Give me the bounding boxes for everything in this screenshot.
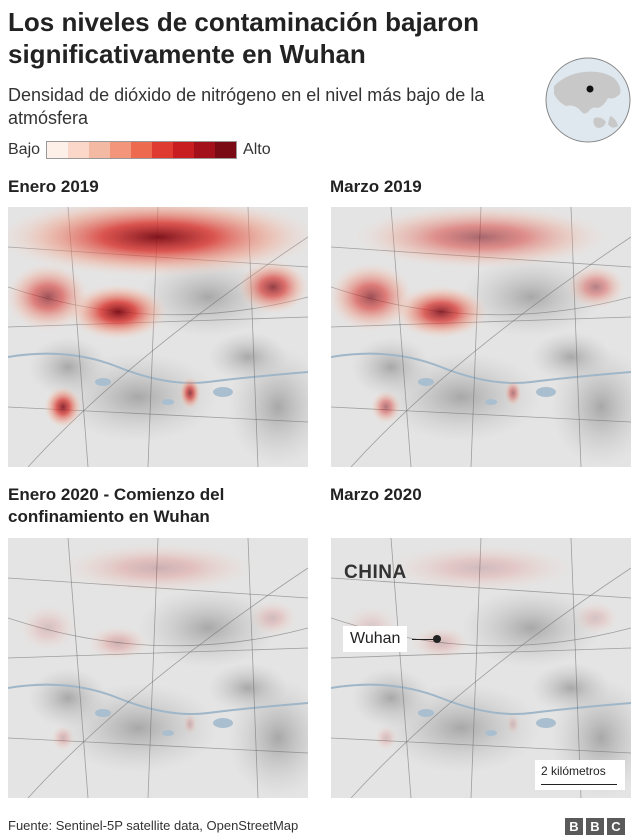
no2-hotspot xyxy=(393,285,489,339)
legend-swatch xyxy=(152,142,174,158)
lake xyxy=(536,718,556,728)
map-panel-jan-2019 xyxy=(8,207,308,467)
bbc-logo: B B C xyxy=(565,818,625,835)
map-svg xyxy=(8,207,308,467)
no2-hotspot xyxy=(572,600,620,636)
road xyxy=(331,647,631,659)
lake xyxy=(485,399,497,405)
no2-hotspot xyxy=(566,264,626,310)
page-title: Los niveles de contaminación bajaron sig… xyxy=(8,7,480,69)
legend-low-label: Bajo xyxy=(8,141,41,158)
lake xyxy=(213,387,233,397)
panel-title-mar-2019: Marzo 2019 xyxy=(330,177,422,196)
no2-hotspot xyxy=(331,262,414,332)
terrain-relief xyxy=(138,588,278,668)
no2-hotspot xyxy=(353,207,609,269)
no2-hotspot xyxy=(504,379,522,407)
no2-hotspot xyxy=(249,600,297,636)
terrain-relief xyxy=(461,588,601,668)
lake xyxy=(162,730,174,736)
road xyxy=(247,538,259,798)
legend-swatch xyxy=(215,142,237,158)
lake xyxy=(213,718,233,728)
source-credit: Fuente: Sentinel-5P satellite data, Open… xyxy=(8,818,299,833)
no2-hotspot xyxy=(44,386,82,428)
lake xyxy=(536,387,556,397)
terrain-relief xyxy=(531,332,611,382)
panel-title-jan-2019: Enero 2019 xyxy=(8,177,99,196)
terrain-relief xyxy=(208,663,288,713)
map-panel-mar-2020 xyxy=(331,538,631,798)
bbc-logo-letter: B xyxy=(565,818,583,835)
scale-box xyxy=(535,760,625,790)
map-panel-mar-2019 xyxy=(331,207,631,467)
legend-swatch xyxy=(173,142,195,158)
bbc-logo-letter: B xyxy=(586,818,604,835)
no2-hotspot xyxy=(18,604,78,652)
road xyxy=(67,538,89,798)
terrain-relief xyxy=(531,663,611,713)
terrain-relief xyxy=(28,337,108,397)
terrain-relief xyxy=(351,668,431,728)
country-label: CHINA xyxy=(344,562,407,583)
legend-high-label: Alto xyxy=(243,141,271,158)
lake xyxy=(418,378,434,386)
legend-swatch xyxy=(68,142,90,158)
map-svg xyxy=(331,538,631,798)
no2-hotspot xyxy=(182,713,198,735)
no2-hotspot xyxy=(411,626,471,660)
road xyxy=(570,538,582,798)
map-svg xyxy=(331,207,631,467)
globe-locator-icon xyxy=(545,57,631,143)
no2-hotspot xyxy=(8,207,308,277)
no2-hotspot xyxy=(385,544,577,592)
legend-swatch xyxy=(110,142,132,158)
no2-hotspot xyxy=(50,724,76,752)
legend-color-scale xyxy=(46,141,238,159)
lake xyxy=(418,709,434,717)
no2-hotspot xyxy=(179,376,201,410)
no2-hotspot xyxy=(374,725,398,751)
panel-title-mar-2020: Marzo 2020 xyxy=(330,485,422,504)
city-label-wuhan: Wuhan xyxy=(343,626,408,652)
road xyxy=(8,647,308,659)
terrain-relief xyxy=(461,257,601,337)
lake xyxy=(162,399,174,405)
legend-swatch xyxy=(194,142,216,158)
no2-hotspot xyxy=(506,713,520,735)
scale-label: 2 kilómetros xyxy=(541,764,606,778)
bbc-logo-letter: C xyxy=(607,818,625,835)
road xyxy=(350,567,631,798)
no2-hotspot xyxy=(68,284,168,340)
legend-swatch xyxy=(89,142,111,158)
terrain-relief xyxy=(208,332,288,382)
terrain-relief xyxy=(28,668,108,728)
page-subtitle: Densidad de dióxido de nitrógeno en el n… xyxy=(8,85,485,128)
road xyxy=(390,538,412,798)
no2-hotspot xyxy=(237,260,308,314)
lake xyxy=(485,730,497,736)
city-dot-icon xyxy=(433,635,441,643)
no2-hotspot xyxy=(8,263,91,331)
map-panel-jan-2020 xyxy=(8,538,308,798)
legend-swatch xyxy=(131,142,153,158)
panel-title-jan-2020: Enero 2020 - Comienzo del confinamiento … xyxy=(8,485,225,526)
no2-hotspot xyxy=(86,625,150,661)
scale-bar xyxy=(541,784,617,785)
lake xyxy=(95,378,111,386)
map-svg xyxy=(8,538,308,798)
no2-hotspot xyxy=(370,390,402,424)
road xyxy=(27,567,308,798)
city-callout-line xyxy=(412,639,436,640)
no2-hotspot xyxy=(58,543,258,593)
color-legend: Bajo Alto xyxy=(8,139,271,161)
legend-swatch xyxy=(47,142,69,158)
terrain-relief xyxy=(351,337,431,397)
lake xyxy=(95,709,111,717)
